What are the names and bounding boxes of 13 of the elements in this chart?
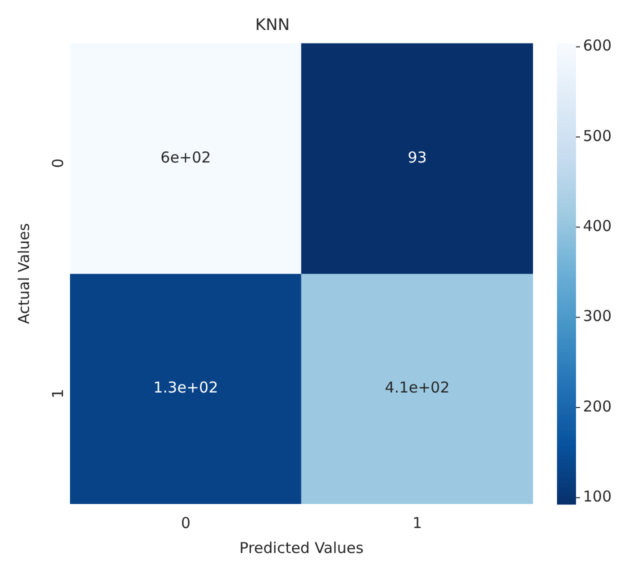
color-bar-label: 600 bbox=[583, 36, 612, 55]
data-label: 93 bbox=[408, 148, 427, 166]
y-axis-title: Actual Values bbox=[14, 223, 33, 324]
color-bar-label: 300 bbox=[583, 307, 612, 326]
color-bar-label: 100 bbox=[583, 488, 612, 506]
data-label: 6e+02 bbox=[160, 148, 211, 166]
x-axis-title: Predicted Values bbox=[239, 538, 364, 557]
color-bar-label: 400 bbox=[583, 217, 612, 236]
data-label: 4.1e+02 bbox=[384, 378, 450, 397]
color-bar-label: 500 bbox=[583, 126, 612, 145]
chart-title: KNN bbox=[255, 14, 290, 34]
color-bar-label: 200 bbox=[583, 397, 612, 416]
data-label: 1.3e+02 bbox=[153, 378, 218, 397]
